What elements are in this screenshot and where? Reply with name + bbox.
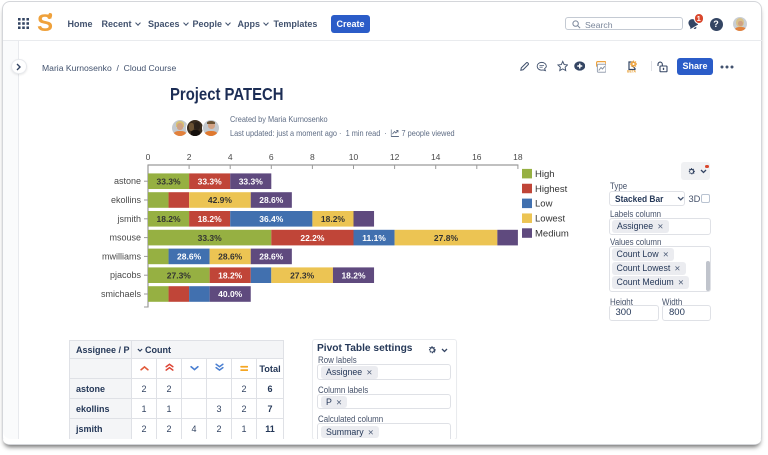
- svg-text:Lowest: Lowest: [535, 213, 565, 224]
- svg-text:18.2%: 18.2%: [341, 270, 366, 280]
- svg-text:33.3%: 33.3%: [156, 176, 181, 186]
- svg-text:astone: astone: [114, 176, 141, 186]
- svg-text:smichaels: smichaels: [101, 289, 142, 299]
- svg-text:33.3%: 33.3%: [198, 233, 223, 243]
- svg-text:28.6%: 28.6%: [259, 195, 284, 205]
- svg-text:33.3%: 33.3%: [239, 176, 264, 186]
- svg-text:0: 0: [146, 152, 151, 162]
- svg-text:33.3%: 33.3%: [198, 176, 223, 186]
- svg-text:27.3%: 27.3%: [290, 270, 315, 280]
- svg-text:22.2%: 22.2%: [300, 233, 325, 243]
- svg-text:16: 16: [472, 152, 482, 162]
- svg-text:Highest: Highest: [535, 184, 568, 195]
- svg-text:28.6%: 28.6%: [218, 252, 243, 262]
- svg-text:36.4%: 36.4%: [259, 214, 284, 224]
- svg-text:msouse: msouse: [109, 233, 141, 243]
- svg-text:8: 8: [310, 152, 315, 162]
- svg-text:27.8%: 27.8%: [434, 233, 459, 243]
- svg-text:18: 18: [513, 152, 523, 162]
- svg-text:jsmith: jsmith: [116, 214, 141, 224]
- svg-text:27.3%: 27.3%: [167, 270, 192, 280]
- svg-text:11.1%: 11.1%: [362, 233, 386, 243]
- svg-text:18.2%: 18.2%: [321, 214, 346, 224]
- svg-text:High: High: [535, 169, 555, 180]
- svg-text:BETA: BETA: [627, 69, 637, 73]
- svg-text:28.6%: 28.6%: [177, 252, 202, 262]
- svg-text:4: 4: [228, 152, 233, 162]
- svg-text:28.6%: 28.6%: [259, 252, 284, 262]
- svg-text:mwilliams: mwilliams: [102, 251, 141, 261]
- svg-text:pjacobs: pjacobs: [110, 270, 142, 280]
- svg-text:ekollins: ekollins: [111, 195, 142, 205]
- svg-text:14: 14: [431, 152, 441, 162]
- svg-text:6: 6: [269, 152, 274, 162]
- svg-text:18.2%: 18.2%: [156, 214, 181, 224]
- svg-text:12: 12: [390, 152, 400, 162]
- svg-text:18.2%: 18.2%: [218, 270, 243, 280]
- svg-text:42.9%: 42.9%: [208, 195, 233, 205]
- svg-text:2: 2: [187, 152, 192, 162]
- svg-text:18.2%: 18.2%: [198, 214, 223, 224]
- svg-text:40.0%: 40.0%: [218, 289, 243, 299]
- svg-text:Low: Low: [535, 199, 553, 210]
- svg-text:10: 10: [349, 152, 359, 162]
- svg-text:Medium: Medium: [535, 228, 569, 239]
